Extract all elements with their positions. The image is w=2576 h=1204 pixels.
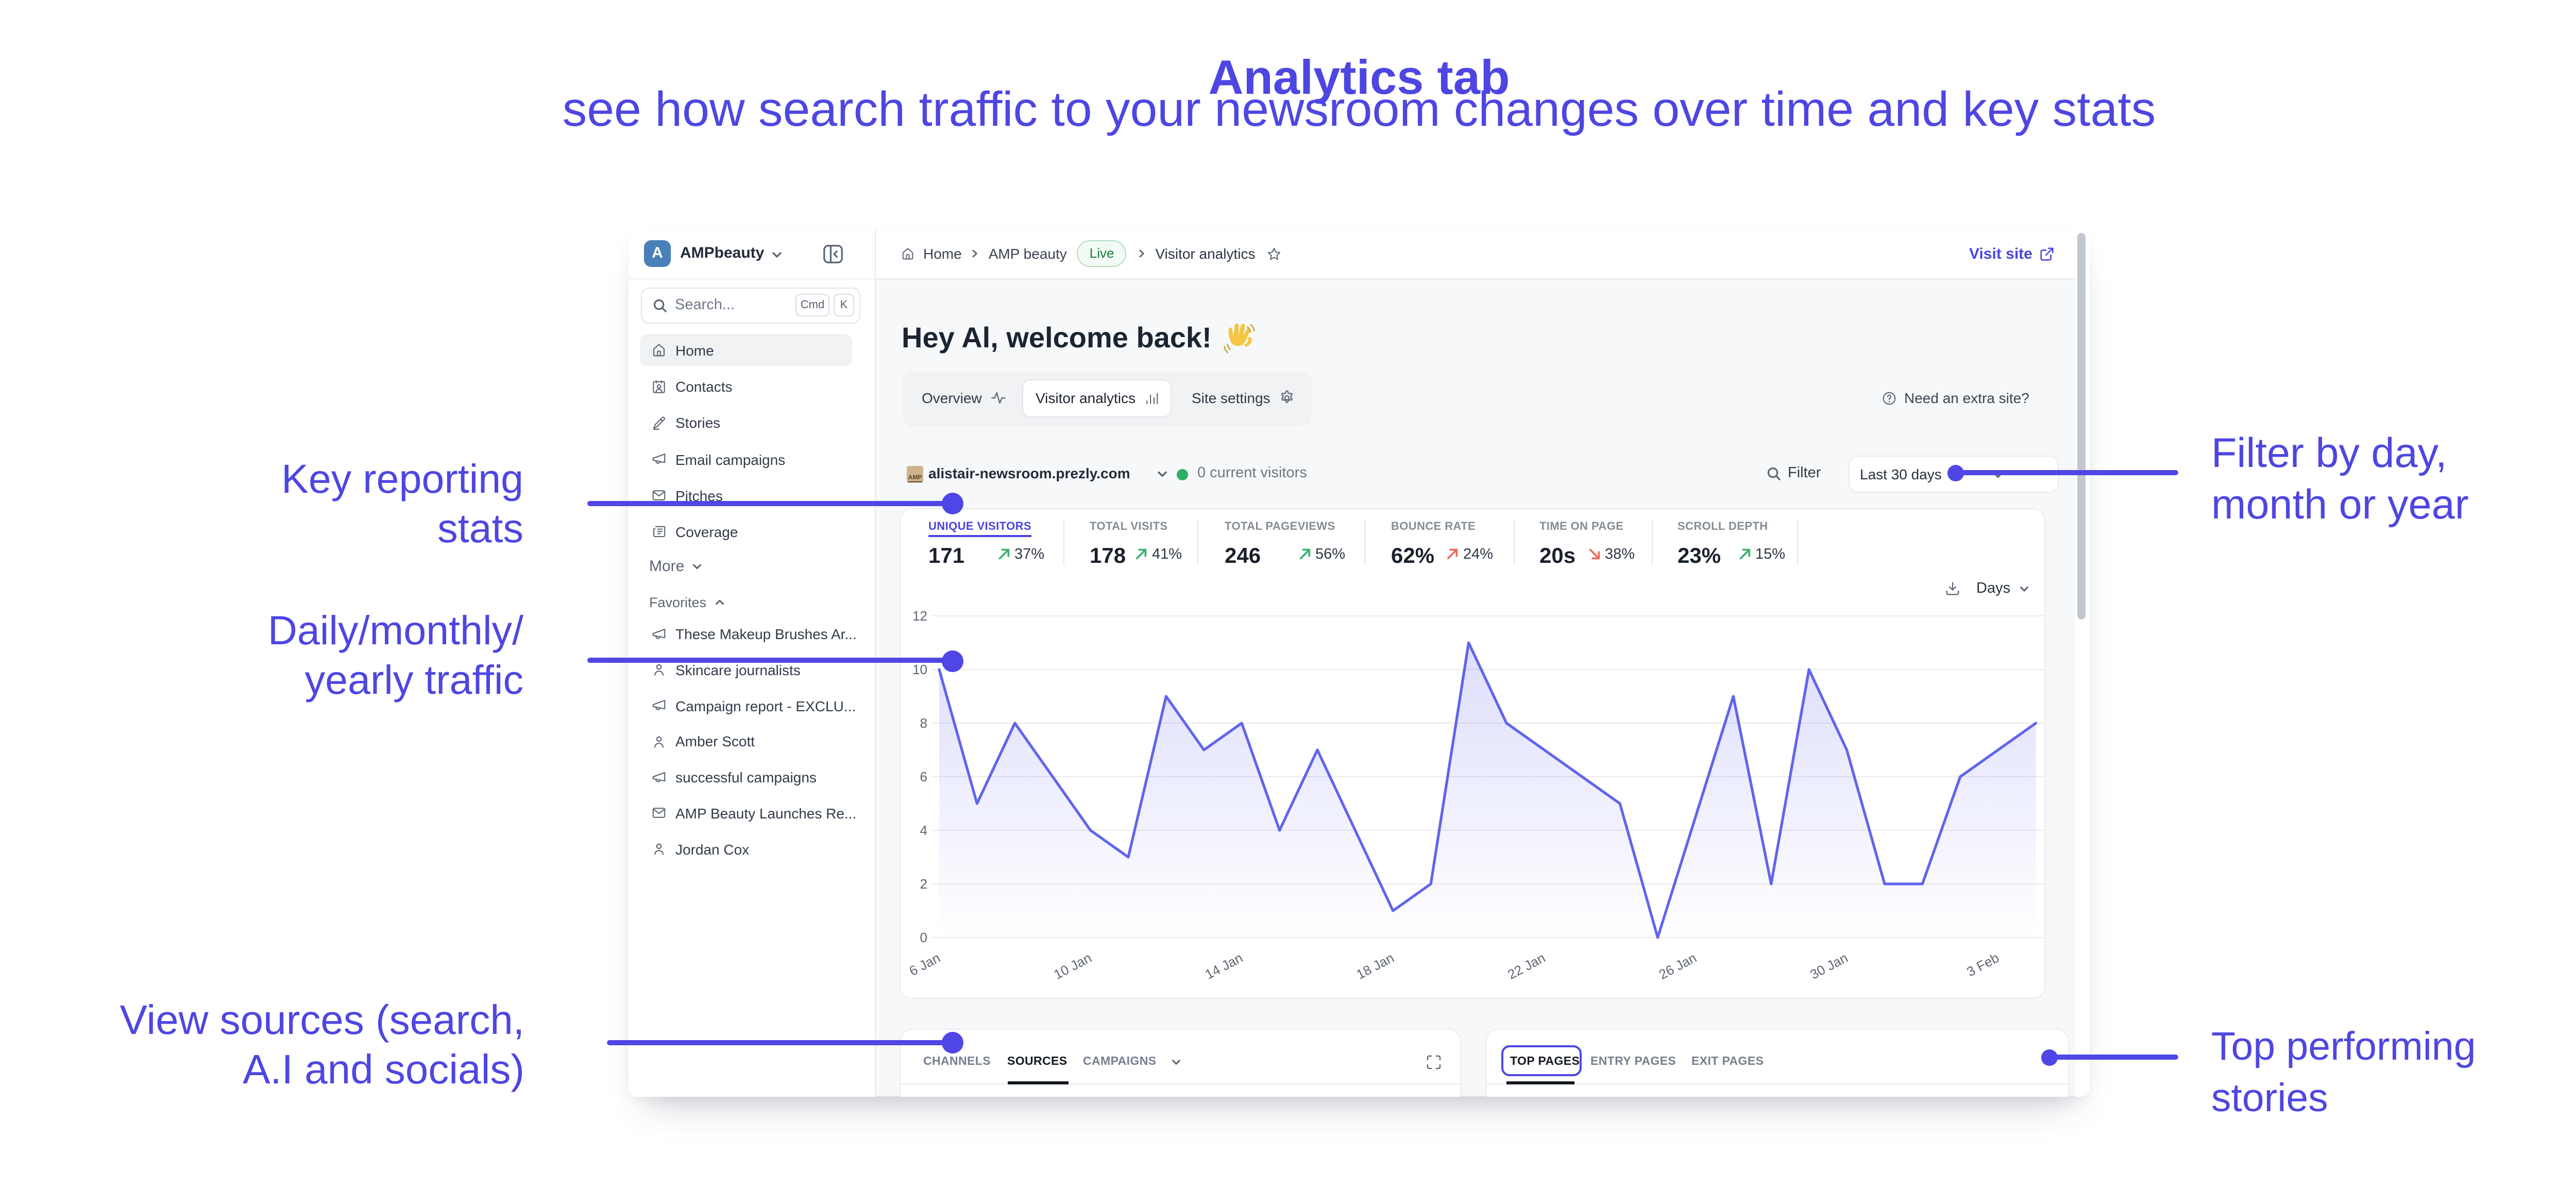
svg-text:26 Jan: 26 Jan: [1656, 949, 1699, 982]
svg-text:0: 0: [920, 929, 927, 945]
svg-text:6: 6: [920, 768, 927, 784]
svg-text:10 Jan: 10 Jan: [1051, 949, 1094, 982]
svg-text:18 Jan: 18 Jan: [1354, 949, 1397, 982]
svg-text:8: 8: [920, 715, 927, 730]
svg-text:14 Jan: 14 Jan: [1202, 949, 1245, 982]
svg-text:22 Jan: 22 Jan: [1505, 949, 1548, 982]
svg-text:3 Feb: 3 Feb: [1964, 949, 2002, 979]
svg-text:2: 2: [920, 876, 927, 891]
svg-text:12: 12: [912, 608, 927, 623]
svg-text:6 Jan: 6 Jan: [907, 949, 943, 978]
svg-text:4: 4: [920, 822, 927, 838]
svg-text:30 Jan: 30 Jan: [1807, 949, 1850, 982]
svg-text:10: 10: [912, 661, 927, 677]
